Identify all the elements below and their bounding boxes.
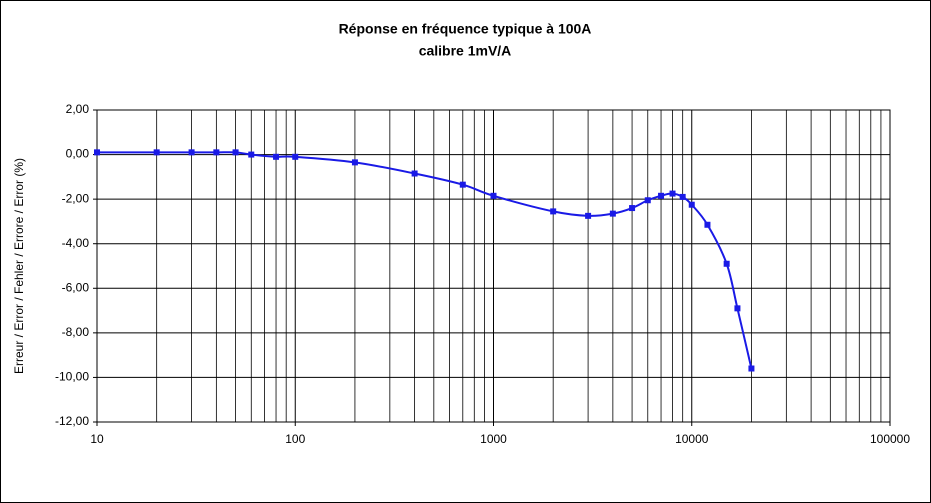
y-axis-label: Erreur / Error / Fehler / Errore / Error… (12, 158, 26, 374)
data-point (213, 149, 220, 156)
data-point (153, 149, 160, 156)
y-tick-label: -12,00 (55, 414, 89, 428)
chart-title: Réponse en fréquence typique à 100A (339, 21, 592, 37)
data-point (609, 210, 616, 217)
data-point (292, 153, 299, 160)
x-tick-label: 10 (90, 432, 104, 446)
data-point (490, 192, 497, 199)
x-tick-label: 10000 (675, 432, 709, 446)
data-point (411, 170, 418, 177)
data-point (669, 190, 676, 197)
data-point (688, 201, 695, 208)
chart-subtitle: calibre 1mV/A (419, 43, 512, 59)
data-point (248, 151, 255, 158)
x-tick-label: 100000 (870, 432, 910, 446)
data-point (658, 192, 665, 199)
data-point (273, 153, 280, 160)
data-point (734, 305, 741, 312)
y-tick-label: -8,00 (62, 325, 90, 339)
data-point (679, 193, 686, 200)
plot-border (96, 109, 891, 423)
data-point (232, 149, 239, 156)
y-tick-label: -6,00 (62, 280, 90, 294)
data-point (644, 197, 651, 204)
data-point (94, 149, 100, 156)
data-point (748, 365, 755, 372)
data-point (550, 208, 557, 215)
x-tick-label: 1000 (480, 432, 507, 446)
y-tick-label: -4,00 (62, 236, 90, 250)
data-point (585, 212, 592, 219)
y-tick-label: -2,00 (62, 191, 90, 205)
data-point (704, 221, 711, 228)
data-point (188, 149, 195, 156)
data-point (629, 205, 636, 212)
data-point (459, 181, 466, 188)
data-point (351, 159, 358, 166)
y-tick-label: 2,00 (66, 102, 90, 116)
x-tick-label: 100 (285, 432, 305, 446)
y-tick-label: -10,00 (55, 370, 89, 384)
data-point (723, 260, 730, 267)
y-tick-label: 0,00 (66, 147, 90, 161)
